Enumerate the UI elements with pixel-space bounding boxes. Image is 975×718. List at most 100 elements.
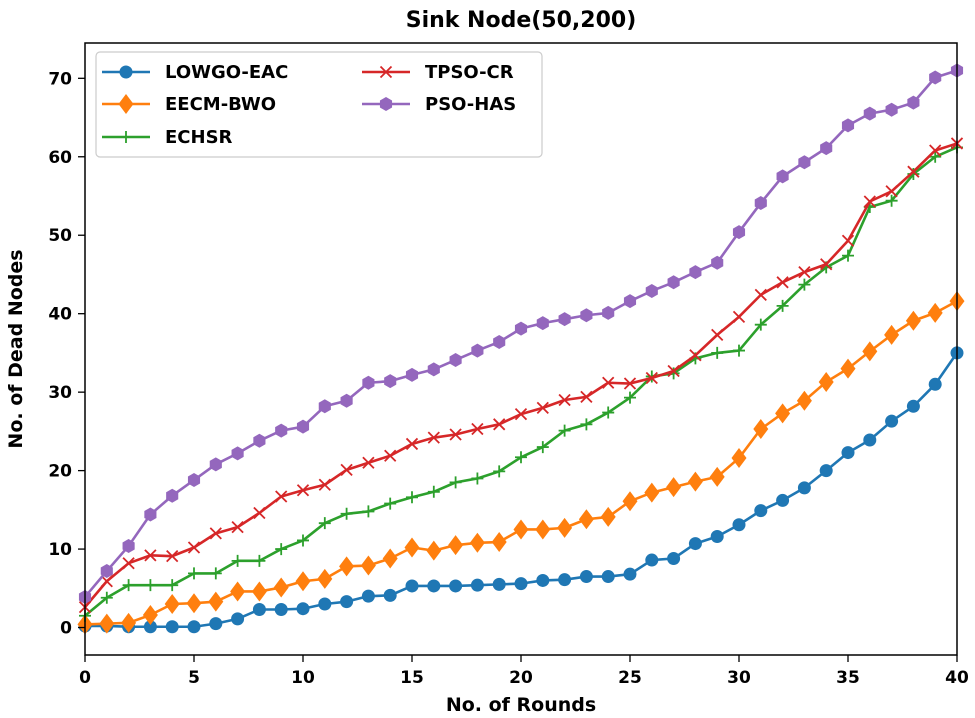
- y-axis-label: No. of Dead Nodes: [5, 249, 27, 448]
- data-point-lowgo-eac: [579, 570, 593, 584]
- data-point-tpso-cr: [296, 484, 310, 497]
- data-point-pso-has: [885, 102, 898, 117]
- data-point-echsr: [318, 517, 331, 530]
- data-point-echsr: [536, 441, 549, 454]
- data-point-pso-has: [623, 294, 637, 309]
- x-axis-label: No. of Rounds: [446, 694, 596, 716]
- data-point-echsr: [711, 346, 724, 359]
- data-point-eecm-bwo: [513, 519, 529, 540]
- data-point-pso-has: [798, 155, 811, 170]
- data-point-tpso-cr: [493, 418, 506, 431]
- data-point-echsr: [798, 278, 811, 291]
- data-point-eecm-bwo: [121, 612, 137, 633]
- x-axis: 0 5 10 15 20 25 30 35 40: [79, 655, 969, 688]
- y-tick-label: 60: [48, 148, 72, 168]
- data-point-pso-has: [231, 446, 244, 461]
- data-point-eecm-bwo: [753, 419, 769, 440]
- data-point-lowgo-eac: [449, 579, 463, 593]
- data-point-tpso-cr: [166, 550, 179, 563]
- data-point-tpso-cr: [732, 310, 746, 323]
- data-point-lowgo-eac: [165, 620, 179, 634]
- data-point-eecm-bwo: [251, 581, 267, 602]
- legend-marker-tpso-cr: [379, 65, 393, 79]
- data-point-tpso-cr: [602, 376, 615, 389]
- legend-label-eecm-bwo: EECM-BWO: [165, 94, 276, 115]
- data-point-pso-has: [275, 423, 288, 438]
- data-point-lowgo-eac: [558, 573, 572, 587]
- data-point-eecm-bwo: [600, 506, 616, 527]
- x-tick-label: 20: [509, 668, 533, 688]
- y-tick-label: 40: [48, 305, 72, 325]
- data-point-tpso-cr: [405, 437, 419, 451]
- data-point-lowgo-eac: [863, 433, 877, 447]
- data-point-echsr: [602, 406, 615, 419]
- series-eecm-bwo: [77, 291, 965, 635]
- data-point-tpso-cr: [929, 144, 942, 157]
- data-point-echsr: [885, 194, 898, 207]
- data-point-lowgo-eac: [492, 577, 506, 591]
- data-point-eecm-bwo: [557, 517, 573, 538]
- x-tick-label: 0: [79, 668, 91, 688]
- data-point-tpso-cr: [514, 407, 528, 421]
- data-point-pso-has: [580, 308, 593, 323]
- data-point-lowgo-eac: [274, 602, 288, 616]
- data-point-pso-has: [732, 225, 746, 240]
- data-point-tpso-cr: [711, 328, 724, 342]
- legend-marker-eecm-bwo: [118, 94, 134, 114]
- data-point-eecm-bwo: [905, 310, 921, 331]
- data-point-eecm-bwo: [862, 341, 878, 362]
- data-point-pso-has: [820, 141, 833, 156]
- series-lowgo-eac: [78, 346, 964, 634]
- data-point-eecm-bwo: [339, 556, 355, 577]
- data-point-echsr: [580, 418, 593, 431]
- data-point-lowgo-eac: [209, 617, 223, 631]
- data-point-pso-has: [602, 305, 615, 320]
- data-point-pso-has: [340, 393, 353, 408]
- data-point-eecm-bwo: [491, 532, 507, 553]
- data-point-tpso-cr: [580, 390, 593, 403]
- legend-label-tpso-cr: TPSO-CR: [425, 62, 514, 83]
- data-point-eecm-bwo: [448, 535, 464, 556]
- y-tick-label: 10: [48, 540, 72, 560]
- data-point-tpso-cr: [362, 456, 375, 469]
- data-point-tpso-cr: [209, 527, 222, 540]
- data-point-lowgo-eac: [776, 493, 790, 507]
- data-point-lowgo-eac: [470, 578, 484, 592]
- data-point-echsr: [929, 150, 942, 163]
- data-point-eecm-bwo: [927, 302, 943, 323]
- data-point-echsr: [449, 476, 462, 489]
- data-point-tpso-cr: [558, 393, 571, 407]
- data-point-pso-has: [645, 283, 658, 298]
- data-point-eecm-bwo: [731, 448, 747, 469]
- data-point-lowgo-eac: [906, 399, 920, 413]
- data-point-lowgo-eac: [623, 567, 637, 581]
- chart-title: Sink Node(50,200): [406, 8, 637, 33]
- data-point-pso-has: [863, 106, 876, 121]
- legend-marker-lowgo-eac: [119, 65, 133, 79]
- data-point-tpso-cr: [384, 449, 397, 462]
- data-point-tpso-cr: [340, 463, 353, 476]
- data-point-eecm-bwo: [840, 358, 856, 379]
- y-tick-label: 70: [48, 69, 72, 89]
- data-point-tpso-cr: [689, 349, 702, 362]
- y-tick-label: 30: [48, 383, 72, 403]
- data-point-eecm-bwo: [142, 604, 158, 625]
- x-tick-label: 25: [618, 668, 642, 688]
- data-point-tpso-cr: [318, 478, 331, 491]
- data-point-tpso-cr: [623, 377, 637, 390]
- data-point-pso-has: [166, 488, 179, 503]
- data-point-eecm-bwo: [775, 403, 791, 424]
- data-point-pso-has: [754, 196, 767, 211]
- series-tpso-cr: [78, 137, 964, 614]
- data-point-eecm-bwo: [687, 471, 703, 492]
- data-point-pso-has: [689, 265, 702, 280]
- series-echsr: [79, 141, 963, 622]
- data-point-echsr: [733, 344, 745, 357]
- data-point-pso-has: [209, 457, 222, 472]
- data-point-lowgo-eac: [427, 579, 441, 593]
- data-point-lowgo-eac: [187, 620, 201, 634]
- data-point-echsr: [231, 554, 244, 567]
- data-point-tpso-cr: [231, 520, 244, 534]
- data-point-lowgo-eac: [797, 481, 811, 495]
- data-point-echsr: [253, 554, 266, 567]
